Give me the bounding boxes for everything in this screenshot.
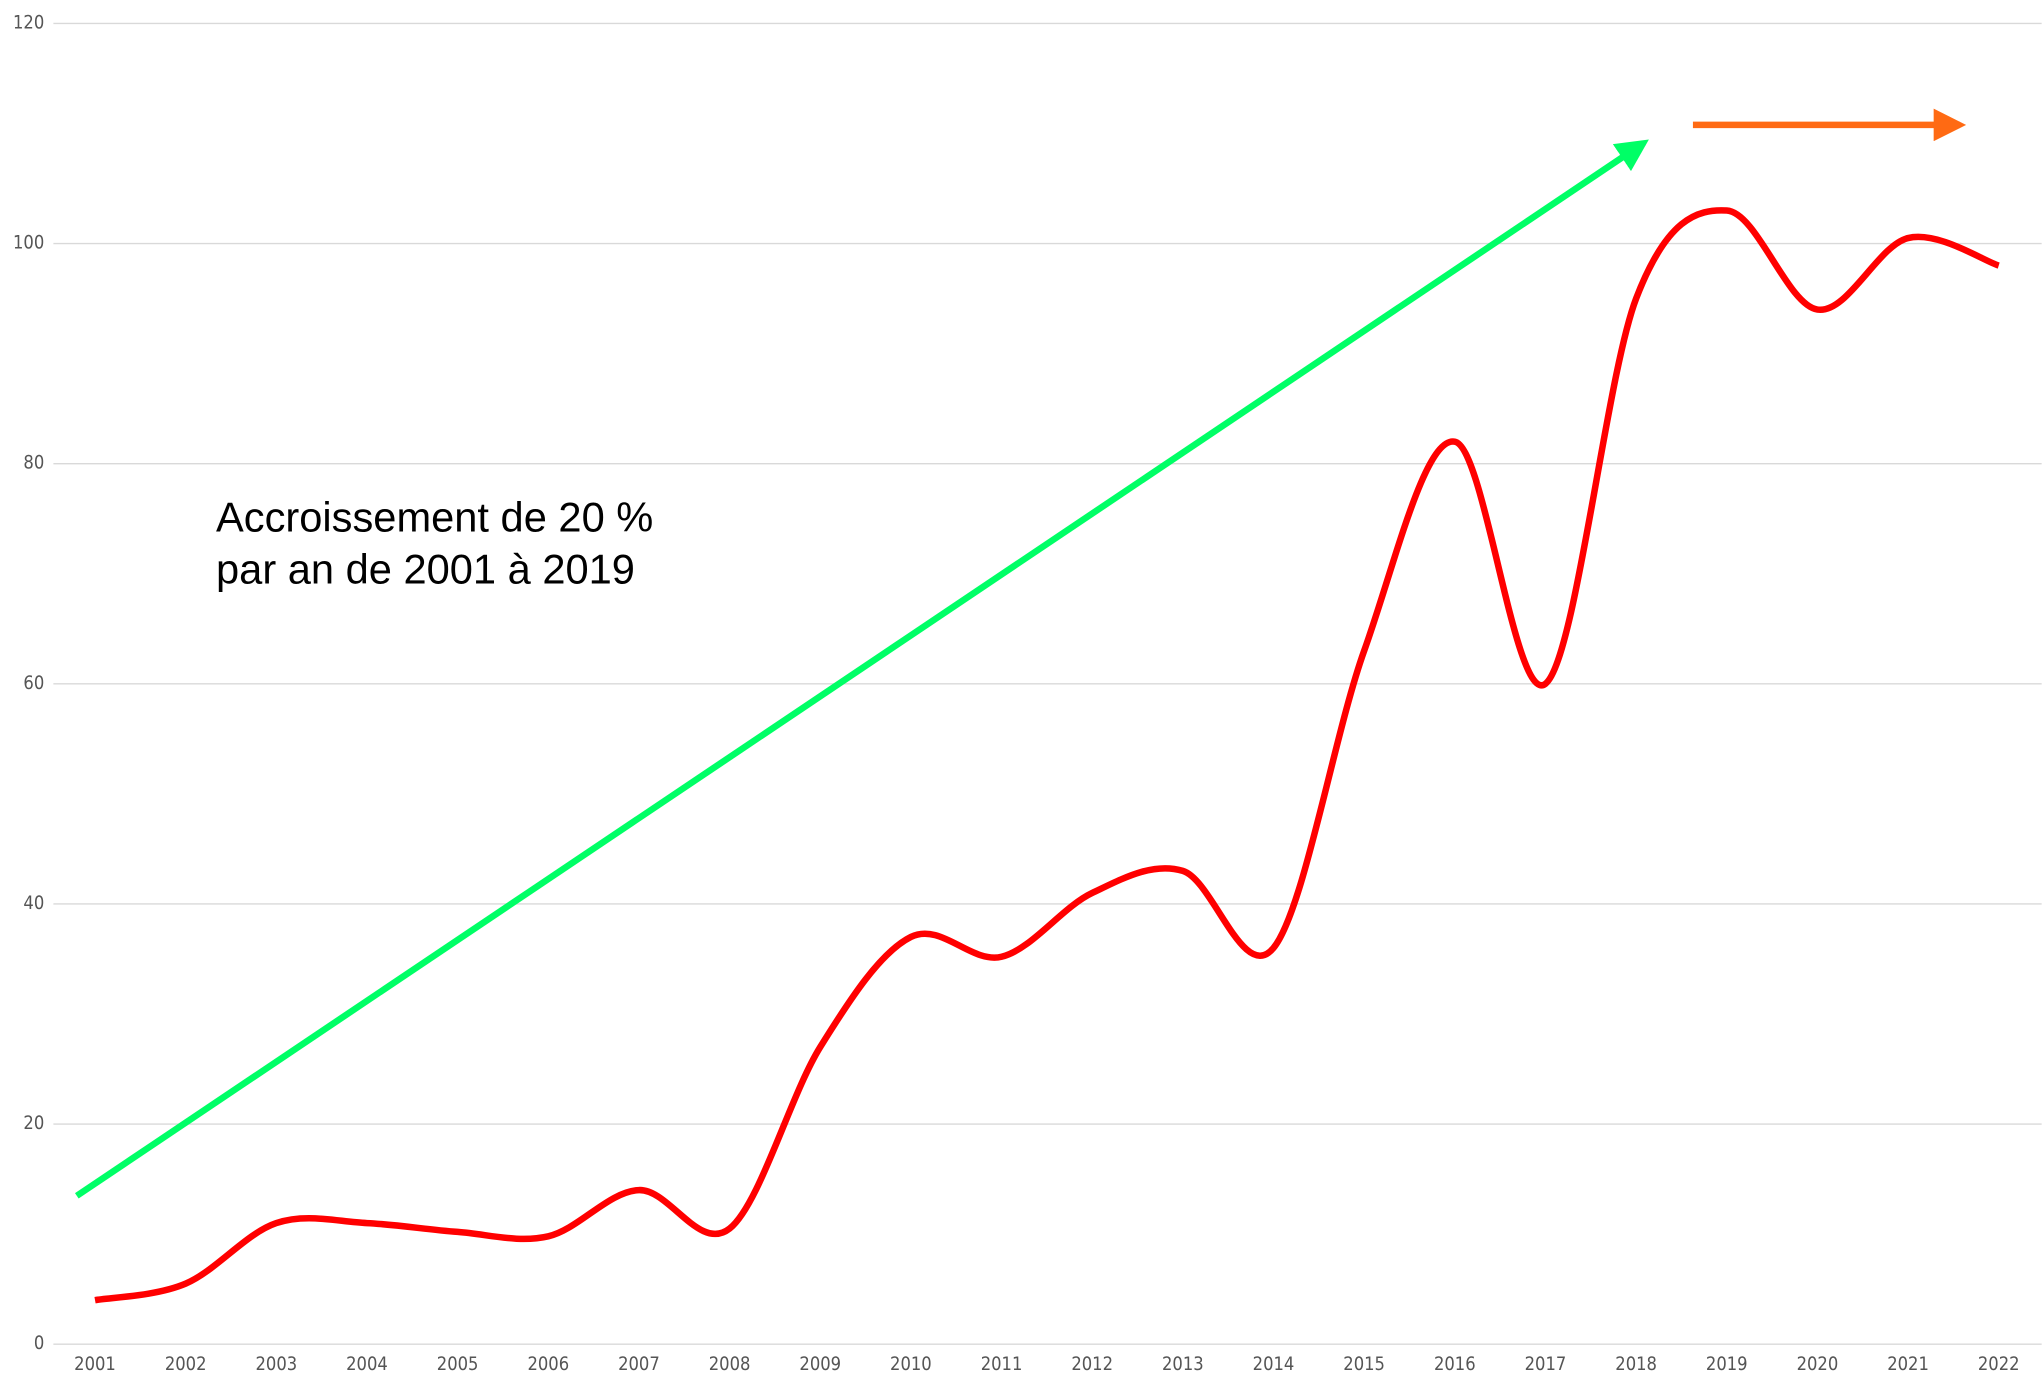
x-tick-label: 2002 [165, 1354, 207, 1375]
y-tick-label: 120 [13, 12, 44, 33]
x-tick-label: 2003 [255, 1354, 297, 1375]
x-tick-label: 2012 [1071, 1354, 1113, 1375]
y-tick-label: 100 [13, 233, 44, 254]
x-tick-label: 2011 [981, 1354, 1023, 1375]
x-tick-label: 2019 [1706, 1354, 1748, 1375]
y-tick-label: 40 [23, 893, 44, 914]
y-tick-label: 60 [23, 673, 44, 694]
x-tick-label: 2014 [1253, 1354, 1295, 1375]
x-tick-label: 2009 [799, 1354, 841, 1375]
x-tick-label: 2005 [437, 1354, 479, 1375]
x-tick-label: 2018 [1615, 1354, 1657, 1375]
x-tick-label: 2004 [346, 1354, 388, 1375]
y-tick-label: 20 [23, 1113, 44, 1134]
trend-arrow [74, 139, 1649, 1199]
x-tick-label: 2015 [1343, 1354, 1385, 1375]
annotation: par an de 2001 à 2019 [216, 546, 635, 593]
annotation: Accroissement de 20 % [216, 493, 653, 540]
x-tick-label: 2013 [1162, 1354, 1204, 1375]
x-tick-label: 2016 [1434, 1354, 1476, 1375]
x-tick-label: 2006 [527, 1354, 569, 1375]
x-tick-label: 2022 [1978, 1354, 2020, 1375]
y-tick-label: 80 [23, 453, 44, 474]
x-tick-label: 2020 [1797, 1354, 1839, 1375]
x-tick-label: 2001 [74, 1354, 116, 1375]
y-tick-label: 0 [34, 1333, 44, 1354]
x-tick-label: 2010 [890, 1354, 932, 1375]
x-tick-label: 2008 [709, 1354, 751, 1375]
data-line [94, 207, 2000, 1304]
x-tick-label: 2007 [618, 1354, 660, 1375]
x-tick-label: 2021 [1887, 1354, 1929, 1375]
x-tick-label: 2017 [1525, 1354, 1567, 1375]
